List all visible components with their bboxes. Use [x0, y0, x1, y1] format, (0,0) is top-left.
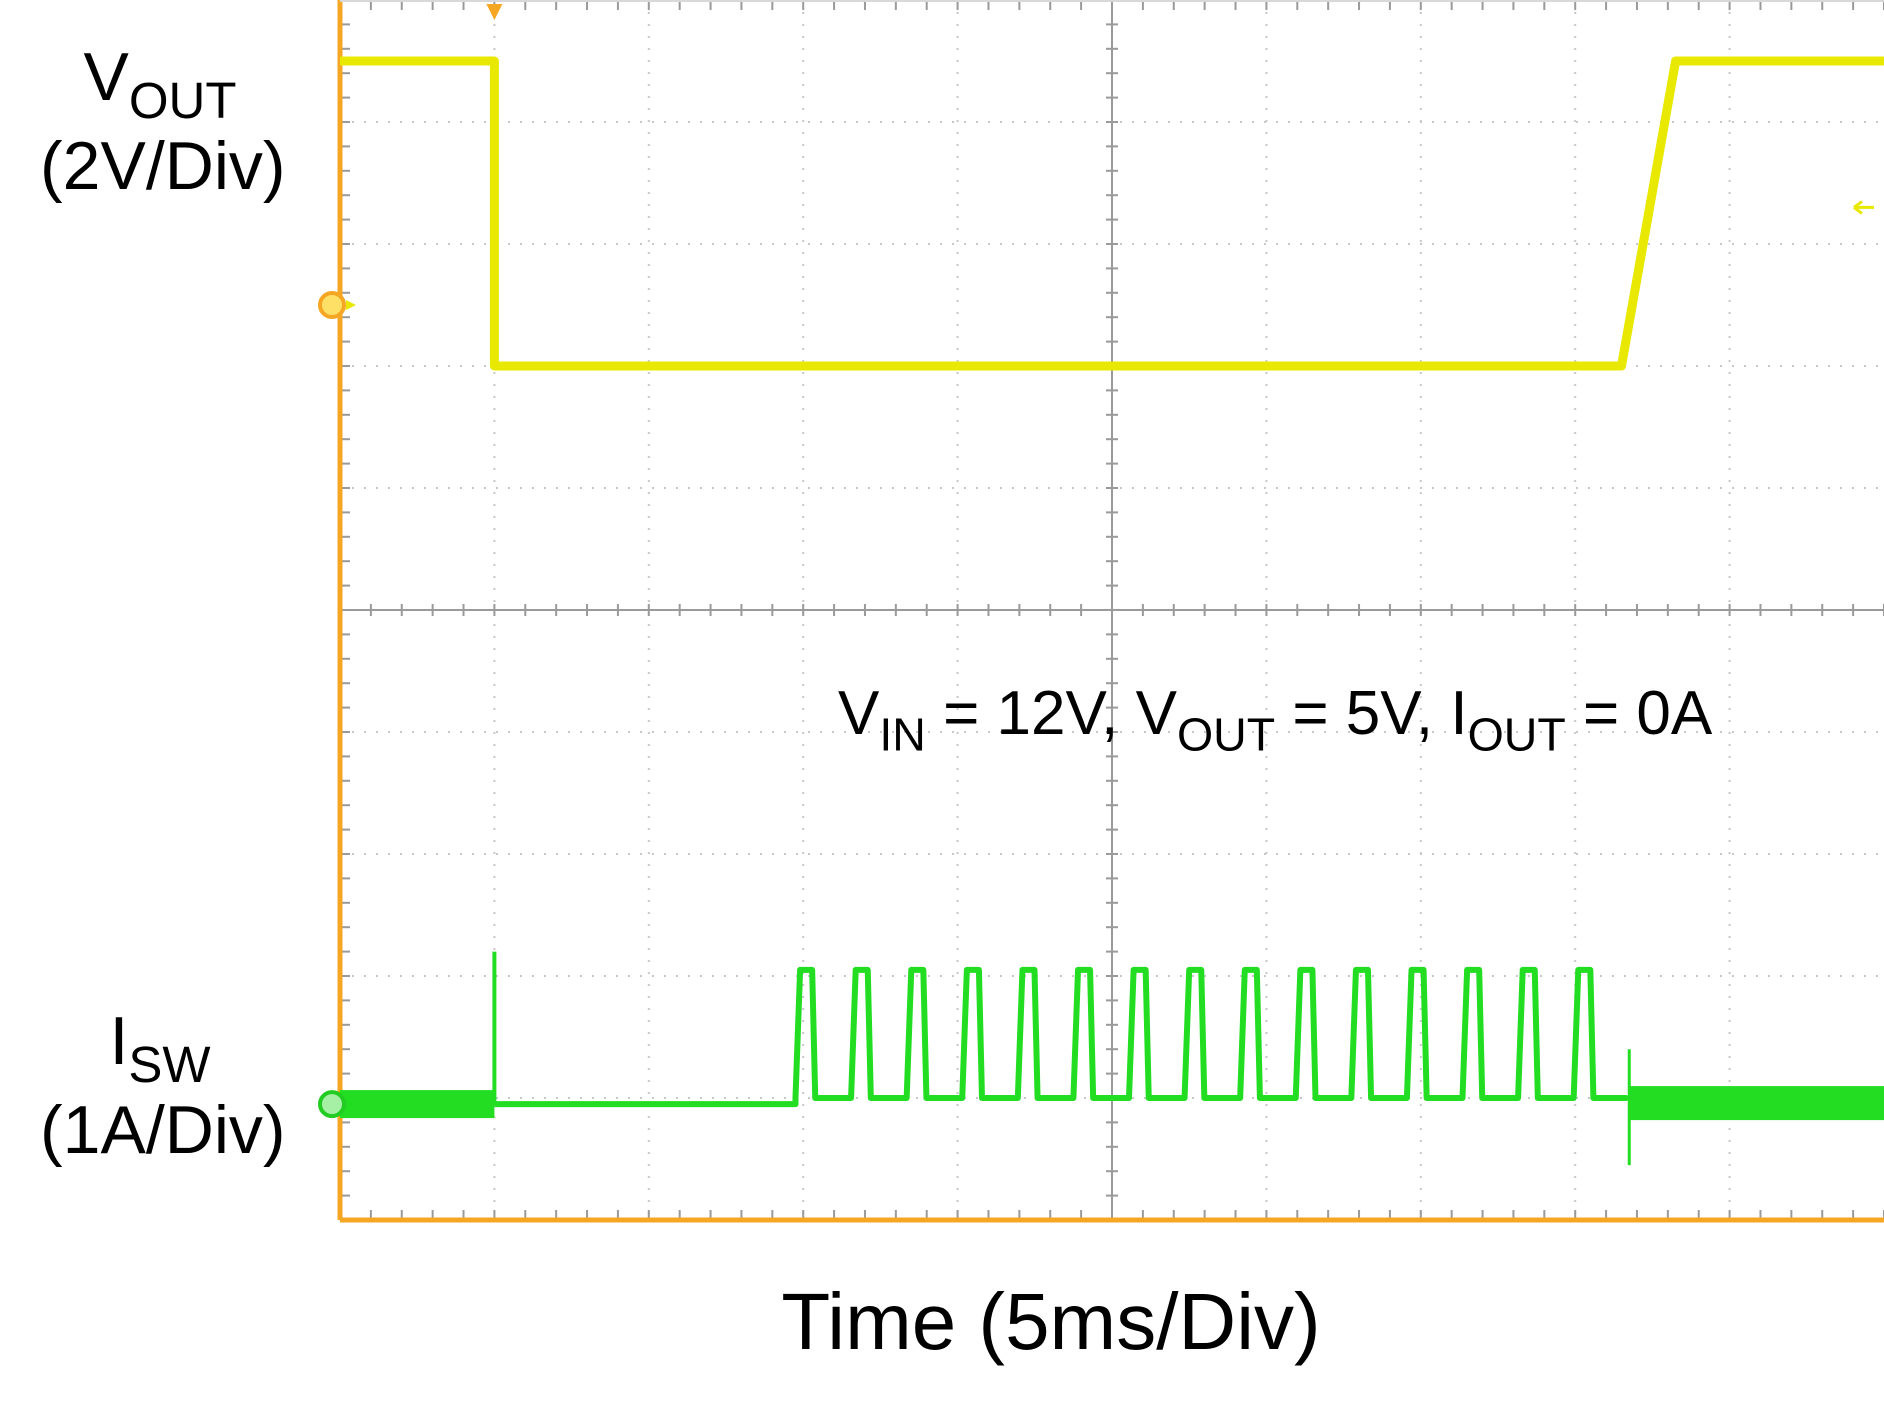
isw-label-sub: SW: [128, 1035, 211, 1093]
ch4-level-marker: [318, 1090, 346, 1119]
annotation-vout-sub: OUT: [1176, 708, 1276, 761]
conditions-annotation: VIN = 12V, VOUT = 5V, IOUT = 0A: [838, 678, 1712, 761]
vout-scale: (2V/Div): [40, 127, 286, 204]
isw-channel-label: ISW (1A/Div): [40, 1003, 286, 1168]
annotation-vin-main: V: [838, 679, 880, 748]
annotation-iout-main: I: [1450, 679, 1468, 748]
ch1-level-arrow: [346, 300, 356, 310]
annotation-vout-value: = 5V,: [1275, 679, 1451, 748]
isw-label-main: I: [109, 1003, 129, 1079]
trigger-marker: [486, 4, 503, 20]
vout-trace: [340, 56, 1884, 371]
vout-label-sub: OUT: [128, 71, 237, 129]
annotation-vin-sub: IN: [879, 708, 926, 761]
ch1-offset-arrow: [1853, 200, 1874, 215]
annotation-vout-main: V: [1135, 679, 1177, 748]
isw-noise-band-start: [340, 1090, 495, 1119]
x-axis-label: Time (5ms/Div): [781, 1277, 1321, 1366]
annotation-iout-value: = 0A: [1565, 679, 1713, 748]
isw-trace: [494, 966, 1630, 1108]
vout-label-main: V: [83, 39, 129, 115]
isw-scale: (1A/Div): [40, 1091, 286, 1168]
annotation-vin-value: = 12V,: [925, 679, 1136, 748]
annotation-iout-sub: OUT: [1467, 708, 1566, 761]
ch1-level-marker: [318, 291, 346, 319]
vout-channel-label: VOUT (2V/Div): [40, 39, 286, 204]
isw-noise-band-end: [1629, 1086, 1884, 1121]
